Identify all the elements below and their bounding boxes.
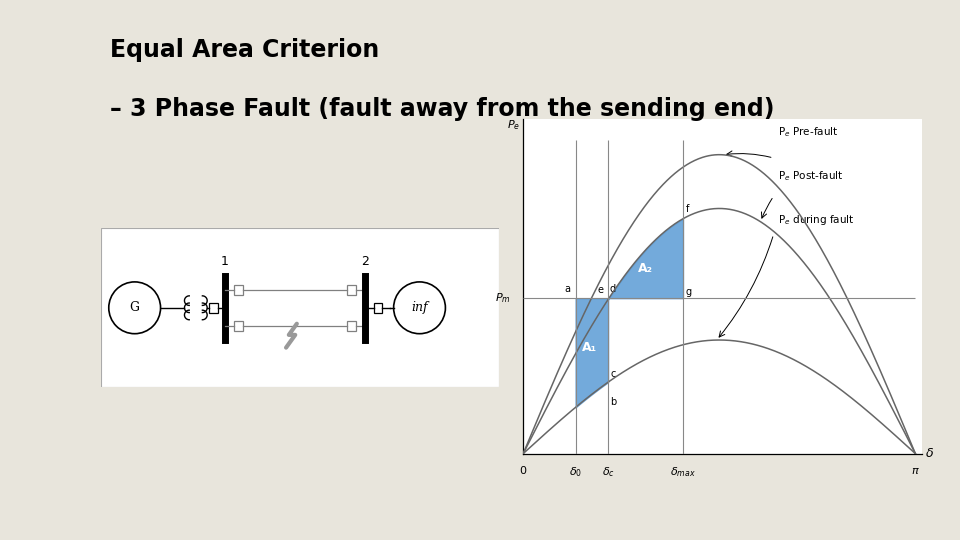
Text: g: g [685,287,691,296]
Text: Equal Area Criterion: Equal Area Criterion [110,38,379,62]
Text: 0: 0 [519,465,527,476]
Text: $\pi$: $\pi$ [911,465,920,476]
Text: $\delta$: $\delta$ [925,447,934,460]
Text: P$_e$ during fault: P$_e$ during fault [779,213,854,227]
Bar [234,285,243,295]
Text: f: f [685,204,689,214]
Text: G: G [130,301,139,314]
Text: $\delta_{max}$: $\delta_{max}$ [670,465,696,480]
Text: A₁: A₁ [582,341,597,354]
Text: a: a [564,284,570,294]
Text: 1: 1 [221,255,229,268]
Bar [347,321,356,330]
Text: $\delta_c$: $\delta_c$ [602,465,614,480]
Bar [234,321,243,330]
Text: inf: inf [411,301,428,314]
Text: 2: 2 [361,255,369,268]
Text: P$_e$ Pre-fault: P$_e$ Pre-fault [779,125,839,139]
Text: A₂: A₂ [638,261,653,275]
Text: $P_m$: $P_m$ [495,291,511,305]
Text: e: e [597,285,603,295]
Bar [373,303,382,313]
Text: $P_e$: $P_e$ [507,118,519,132]
Text: P$_e$ Post-fault: P$_e$ Post-fault [779,169,844,183]
Bar [347,285,356,295]
Text: c: c [611,369,616,379]
Text: – 3 Phase Fault (fault away from the sending end): – 3 Phase Fault (fault away from the sen… [110,97,775,121]
Text: $\delta_0$: $\delta_0$ [569,465,582,480]
Bar [209,303,218,313]
Text: d: d [610,284,615,294]
Text: b: b [611,397,617,407]
